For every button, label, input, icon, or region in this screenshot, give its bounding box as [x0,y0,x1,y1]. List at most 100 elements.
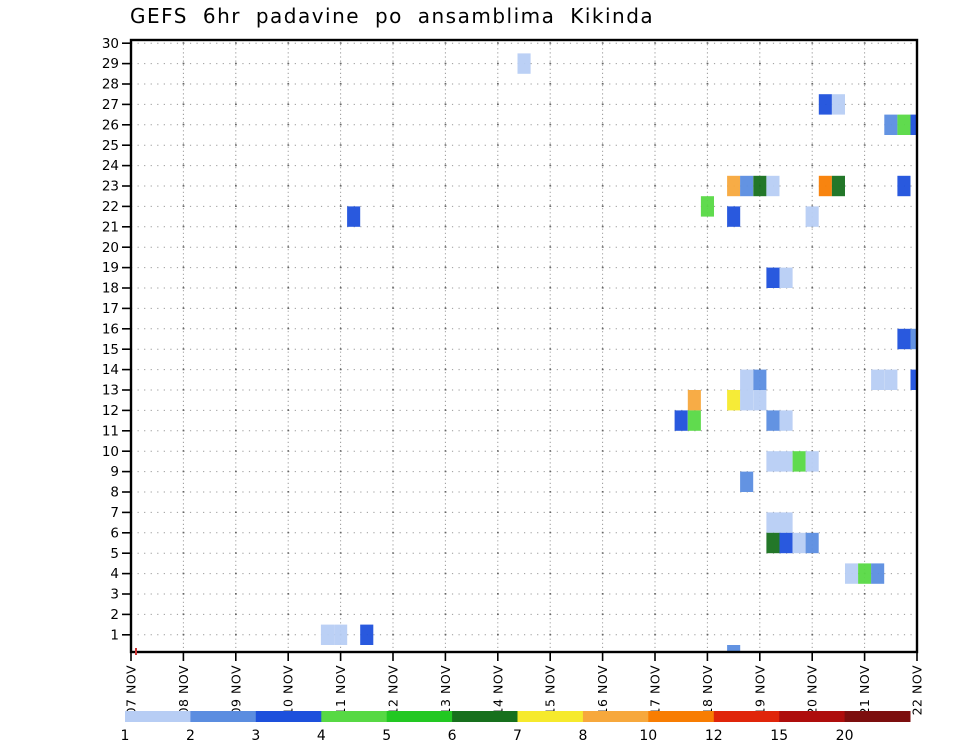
y-tick-label: 23 [102,179,119,195]
color-scale-segment [125,711,191,722]
y-tick-label: 18 [102,281,119,297]
heatmap-cell [687,410,701,431]
y-tick-label: 20 [102,240,119,256]
y-axis: 1234567891011121314151617181920212223242… [102,36,131,643]
x-tick-label: 18 NOV [700,665,715,715]
y-tick-label: 19 [102,260,119,276]
heatmap-cell [805,206,819,227]
heatmap-cells [320,53,917,652]
heatmap-cell [740,369,754,390]
heatmap-cell [818,175,832,197]
heatmap-cell [779,512,793,533]
color-scale-label: 1 [121,728,130,742]
color-scale-label: 2 [186,728,195,742]
y-tick-label: 8 [110,485,119,501]
y-tick-label: 25 [102,138,119,154]
y-tick-label: 2 [110,607,119,623]
color-scale-segment [321,711,388,722]
color-scale-segment [255,711,322,722]
heatmap-cell [700,196,714,217]
axis-origin-marker [135,648,137,655]
heatmap-cell [753,390,767,411]
plot-frame [129,38,919,654]
heatmap-cell [897,114,911,135]
x-tick-label: 17 NOV [648,665,663,715]
x-tick-label: 16 NOV [595,665,610,715]
heatmap-cell [831,175,845,197]
heatmap-cell [805,451,819,472]
heatmap-cell [792,532,806,554]
color-scale-segment [386,711,453,722]
chart-title: GEFS 6hr padavine po ansamblima Kikinda [130,4,655,28]
heatmap-cell [753,175,767,197]
y-tick-label: 16 [102,321,119,337]
x-tick-label: 20 NOV [805,665,820,715]
heatmap-cell [674,410,688,431]
y-tick-label: 22 [102,199,119,215]
heatmap-cell [897,175,911,197]
color-scale-segment [713,711,780,722]
heatmap-cell [818,94,832,115]
color-scale-label: 15 [770,728,788,742]
color-scale-label: 20 [836,728,854,742]
color-scale-segment [779,711,846,722]
x-tick-label: 22 NOV [910,665,925,715]
dot-grid [131,40,917,652]
heatmap-cell [884,369,898,390]
heatmap-cell [740,175,754,197]
y-tick-label: 6 [110,525,119,541]
color-scale-segment [190,711,257,722]
heatmap-cell [740,390,754,411]
y-tick-label: 12 [102,403,119,419]
heatmap-cell [766,512,780,533]
x-tick-label: 10 NOV [281,665,296,715]
x-tick-label: 08 NOV [176,665,191,715]
y-tick-label: 14 [102,362,119,378]
heatmap-cell [910,114,917,135]
heatmap-cell [910,369,917,390]
x-tick-label: 14 NOV [490,665,505,715]
heatmap-cell [727,206,741,227]
y-tick-label: 29 [102,56,119,72]
heatmap-cell [687,390,701,411]
heatmap-cell [884,114,898,135]
color-scale-segment [844,711,911,722]
heatmap-cell [897,328,911,350]
heatmap-cell [766,267,780,288]
y-tick-label: 11 [102,423,119,439]
color-scale-segment [648,711,715,722]
x-tick-label: 13 NOV [438,665,453,715]
y-tick-label: 28 [102,77,119,93]
heatmap-cell [858,563,872,584]
y-tick-label: 7 [110,505,119,521]
heatmap-cell [347,206,361,227]
color-scale-label: 6 [448,728,457,742]
y-tick-label: 15 [102,342,119,358]
x-tick-label: 12 NOV [386,665,401,715]
heatmap-cell [320,624,334,645]
heatmap-cell [779,410,793,431]
y-tick-label: 17 [102,301,119,317]
x-tick-label: 09 NOV [228,665,243,715]
heatmap-cell [766,175,780,197]
y-tick-label: 21 [102,219,119,235]
color-scale-label: 4 [317,728,326,742]
y-tick-label: 3 [110,587,119,603]
y-tick-label: 4 [110,566,119,582]
heatmap-cell [766,532,780,554]
heatmap-cell [753,369,767,390]
heatmap-cell [831,94,845,115]
heatmap-cell [727,645,741,652]
x-tick-label: 07 NOV [124,665,139,715]
color-scale-segment [452,711,518,722]
y-tick-label: 1 [110,627,119,643]
y-tick-label: 9 [110,464,119,480]
heatmap-cell [845,563,859,584]
y-tick-label: 27 [102,97,119,113]
color-scale-label: 5 [382,728,391,742]
heatmap-cell [766,451,780,472]
y-tick-label: 10 [102,444,119,460]
heatmap-cell [360,624,374,645]
